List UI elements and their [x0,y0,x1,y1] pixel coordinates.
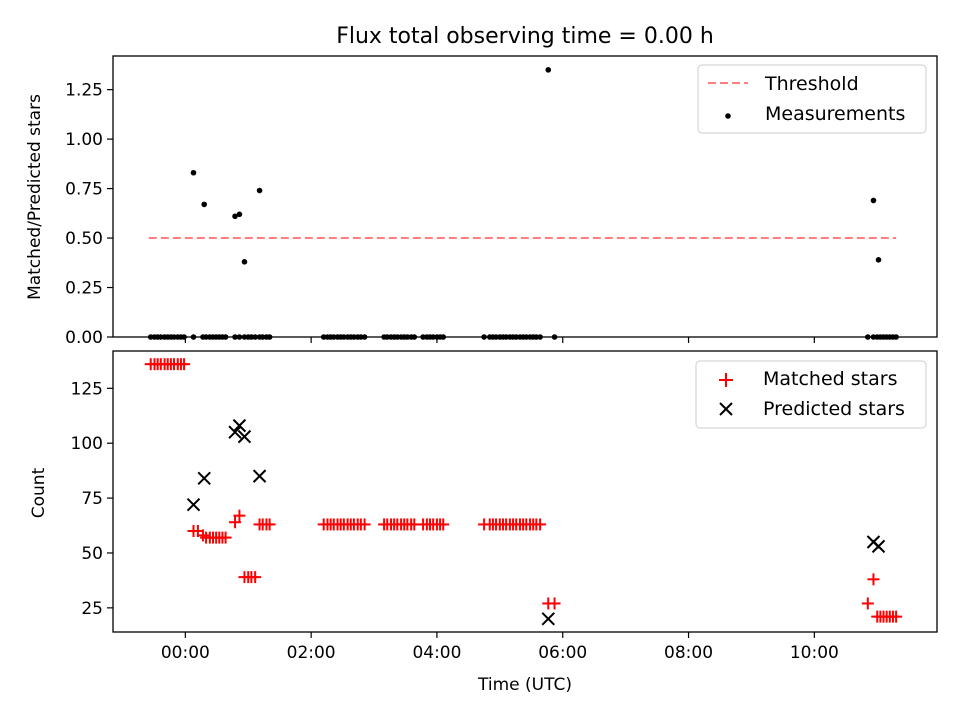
x-tick-label: 04:00 [412,643,461,663]
legend-threshold-label: Threshold [764,73,859,95]
matched-stars-point [178,358,191,371]
matched-stars-point [890,610,903,623]
top-y-axis: 0.00 0.25 0.50 0.75 1.00 1.25 [65,81,113,348]
bottom-y-axis: 25 50 75 100 125 [71,379,113,619]
predicted-stars-point [232,418,247,433]
bottom-series-marks [144,358,903,626]
legend-measurements-swatch [725,113,731,119]
predicted-stars-point [228,425,242,439]
top-y-axis-label: Matched/Predicted stars [25,94,45,300]
x-tick-label: 10:00 [790,643,839,663]
matched-stars-point [358,518,371,531]
predicted-stars-point [252,469,267,483]
figure-title: Flux total observing time = 0.00 h [336,24,714,49]
measurements-point [181,334,187,340]
measurements-point [222,334,229,340]
bottom-plot-area [112,350,938,633]
legend-matched-label: Matched stars [763,368,897,390]
top-legend-box [697,64,927,134]
y-tick-label: 1.00 [65,130,103,150]
y-tick-label: 0.00 [65,328,103,348]
y-tick-label: 75 [81,489,103,509]
top-legend: Threshold Measurements [697,64,927,134]
measurements-point [537,334,543,340]
matched-stars-point [534,518,547,531]
matched-stars-point [249,571,262,584]
measurements-point [241,259,248,265]
y-tick-label: 0.50 [65,229,103,249]
bottom-y-axis-label: Count [29,467,49,518]
matched-stars-point [548,597,561,610]
measurements-point [236,211,243,218]
measurements-point [875,257,882,263]
measurements-point [481,334,487,340]
x-tick-label: 06:00 [538,643,587,663]
measurements-point [266,334,273,340]
matched-stars-point [263,518,276,531]
predicted-stars-point [237,429,252,444]
measurements-point [545,67,552,73]
y-tick-label: 50 [81,544,103,564]
matched-stars-point [437,518,450,531]
matched-stars-point [861,597,874,610]
y-tick-label: 125 [71,379,103,399]
predicted-stars-point [186,497,201,512]
matched-stars-point [219,531,232,544]
measurements-point [411,334,418,340]
top-panel: 0.00 0.25 0.50 0.75 1.00 1.25 Matched/Predict… [25,55,938,348]
measurements-point [256,187,263,194]
legend-predicted-swatch [719,402,733,416]
y-tick-label: 0.75 [65,180,103,200]
y-tick-label: 1.25 [65,81,103,101]
measurements-point [440,334,447,340]
measurements-point [252,334,258,340]
measurements-point [201,201,208,208]
measurements-point [870,197,877,204]
predicted-stars-point [197,471,211,486]
top-series-marks [147,67,899,340]
measurements-point [551,334,558,340]
measurements-point [190,334,197,340]
measurements-point [865,334,871,340]
bottom-x-axis-label: Time (UTC) [477,675,572,695]
bottom-legend: Matched stars Predicted stars [695,360,927,429]
bottom-panel: 25 50 75 100 125 00:00 02:00 04:00 06:00 08:00 10… [29,350,938,695]
y-tick-label: 100 [71,434,103,454]
measurements-point [232,213,238,220]
measurements-point [893,334,899,340]
x-tick-label: 00:00 [161,643,210,663]
bottom-legend-box [695,360,927,429]
legend-measurements-label: Measurements [765,103,905,125]
y-tick-label: 0.25 [65,279,103,299]
x-tick-label: 08:00 [664,643,713,663]
matched-stars-point [867,573,880,586]
predicted-stars-point [541,612,555,626]
matched-stars-point [229,516,242,529]
bottom-x-axis: 00:00 02:00 04:00 06:00 08:00 10:00 [161,632,839,663]
legend-predicted-label: Predicted stars [763,398,905,420]
measurements-point [232,334,238,340]
top-x-axis-ticks [184,337,815,343]
measurements-point [236,334,243,340]
matched-stars-point [233,509,246,522]
legend-matched-swatch [719,373,733,387]
x-tick-label: 02:00 [287,643,336,663]
y-tick-label: 25 [81,599,103,619]
measurements-point [361,334,368,340]
measurements-point [190,169,197,176]
predicted-stars-point [871,539,886,554]
